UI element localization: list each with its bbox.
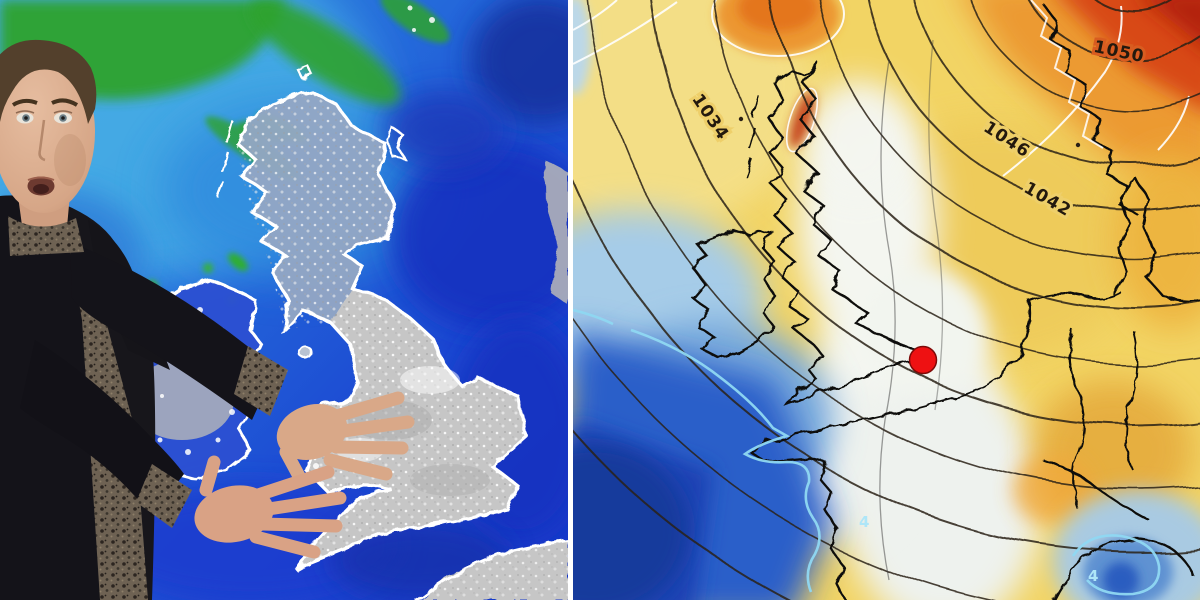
europe-border-1 bbox=[1068, 329, 1085, 511]
isle-of-man bbox=[297, 344, 313, 360]
pressure-chart-panel: 1034 1046 1042 1050 4 4 bbox=[573, 0, 1200, 600]
uk-radar-panel bbox=[0, 0, 568, 600]
panel-divider bbox=[568, 0, 573, 600]
presenter-upper-hand bbox=[276, 391, 415, 485]
ireland-coast bbox=[691, 228, 777, 360]
denmark-coast bbox=[1111, 175, 1200, 303]
hebrides-coast bbox=[744, 95, 760, 177]
france-coastline bbox=[414, 539, 568, 600]
italy-coast bbox=[1051, 538, 1195, 600]
presenter-head bbox=[0, 39, 97, 213]
presenter-eyebrow-left bbox=[11, 98, 38, 107]
map-dot bbox=[1075, 142, 1081, 148]
temp-contours bbox=[879, 39, 944, 581]
presenter-cheek-shadow bbox=[54, 134, 86, 186]
presenter-hair bbox=[0, 39, 97, 124]
orkney-coastline bbox=[296, 64, 314, 80]
freezing-contours bbox=[573, 308, 1161, 596]
norway-land bbox=[545, 160, 568, 305]
presenter-eyebrow-right bbox=[51, 98, 79, 107]
shetland-coastline bbox=[386, 126, 407, 160]
white-contours bbox=[573, 0, 1190, 177]
france-west-coast bbox=[748, 434, 847, 600]
alps-north-edge bbox=[1042, 458, 1150, 522]
channel-north-coast bbox=[786, 291, 1122, 438]
norway-coast-highlight bbox=[1030, 0, 1104, 149]
presenter bbox=[0, 39, 415, 600]
location-marker-dot bbox=[908, 345, 938, 375]
presenter-upper-arm bbox=[70, 242, 276, 420]
presenter-lower-hand bbox=[194, 455, 347, 559]
freezing-label-alps: 4 bbox=[1088, 567, 1098, 585]
presenter-upper-cuff bbox=[234, 346, 288, 416]
presenter-nose bbox=[38, 119, 46, 162]
great-britain-coast bbox=[767, 61, 932, 407]
uk-radar-map bbox=[0, 0, 568, 600]
freezing-label-west: 4 bbox=[859, 513, 869, 531]
presenter-lower-cuff bbox=[136, 464, 192, 528]
great-britain-coastline bbox=[233, 90, 528, 572]
presenter-eyes bbox=[15, 110, 73, 124]
presenter-lower-arm bbox=[20, 340, 184, 516]
norway-coast bbox=[1040, 1, 1140, 218]
presenter-collar bbox=[8, 216, 84, 256]
presenter-mouth bbox=[27, 176, 55, 196]
pressure-chart-map: 1034 1046 1042 1050 4 4 bbox=[573, 0, 1200, 600]
temp-field bbox=[573, 0, 1200, 600]
europe-border-2 bbox=[1124, 329, 1139, 471]
map-dot bbox=[738, 116, 744, 122]
presenter-face bbox=[0, 51, 95, 213]
hebrides-coastline bbox=[216, 119, 234, 199]
chart-coastlines bbox=[691, 1, 1200, 600]
